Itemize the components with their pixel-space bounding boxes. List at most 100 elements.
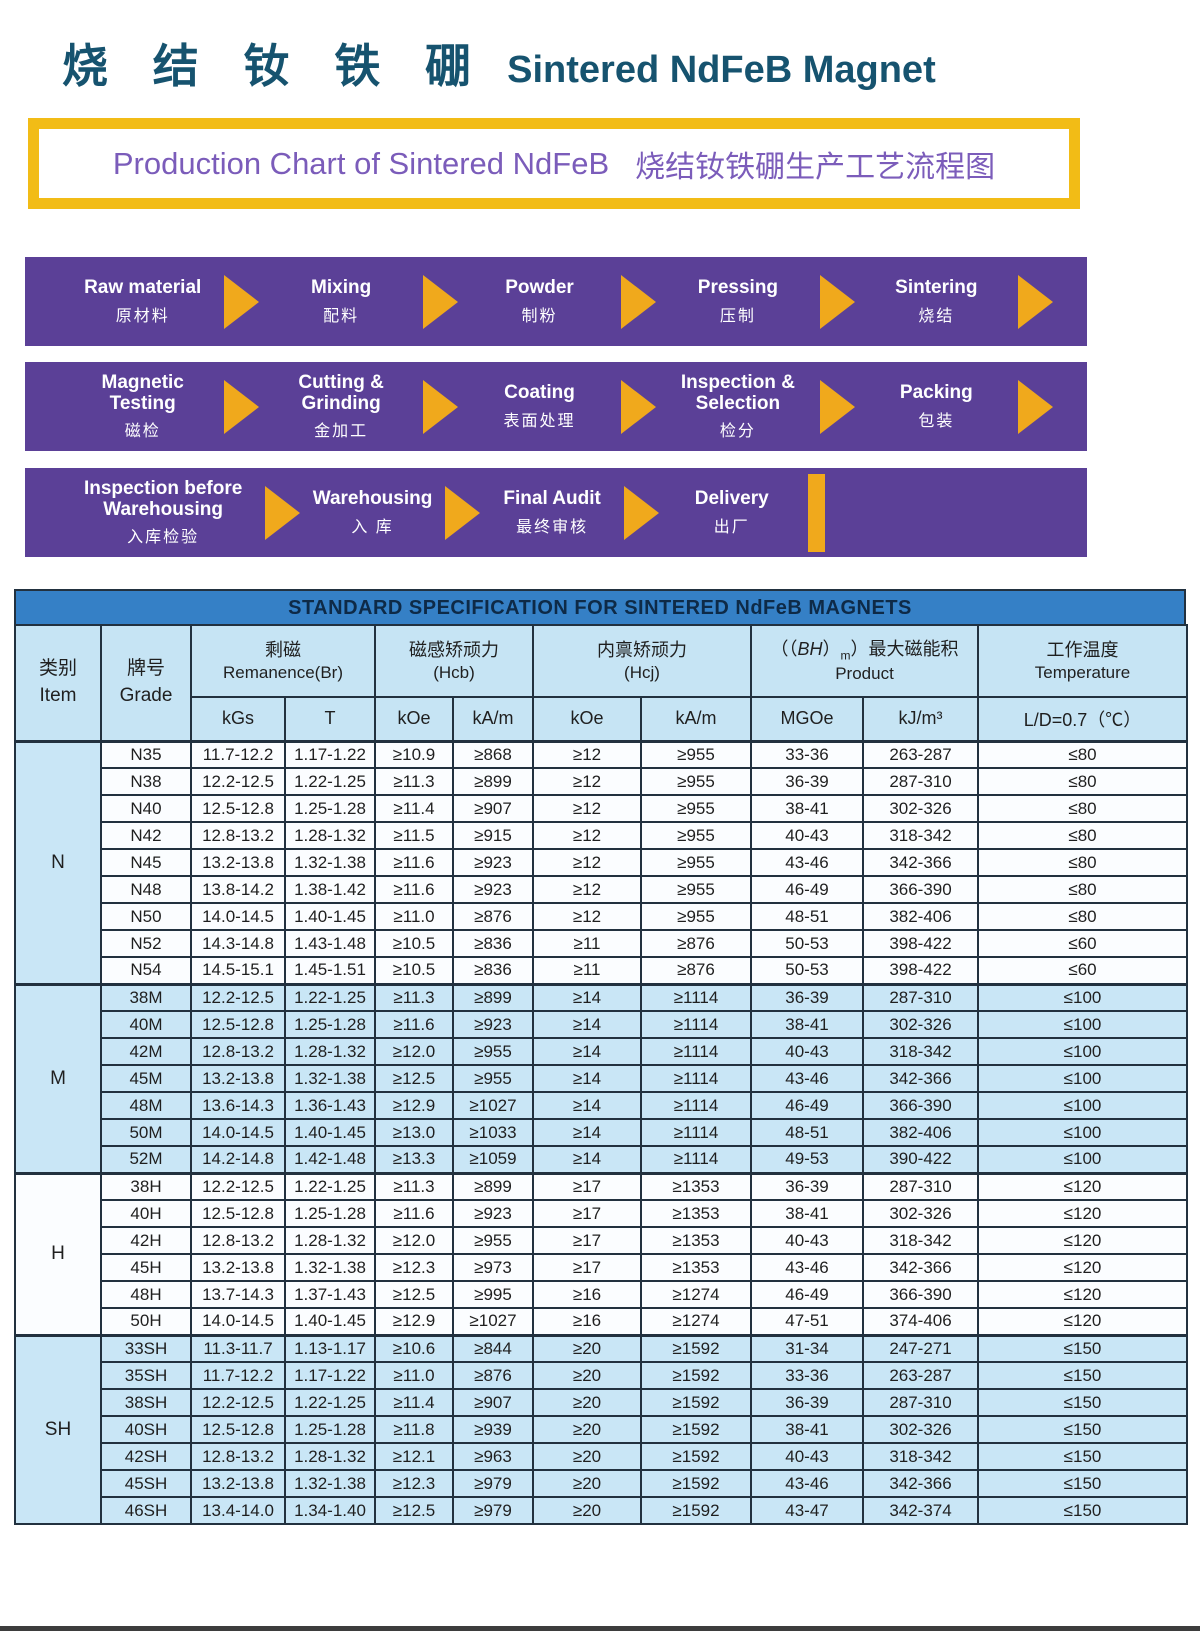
spec-cell: 398-422 [861, 929, 980, 958]
spec-cell: 11.3-11.7 [190, 1333, 286, 1363]
flow-step-name: Inspection & Selection [680, 371, 795, 414]
spec-cell: 342-366 [861, 1469, 980, 1498]
spec-cell: ≥10.5 [374, 929, 454, 958]
unit-header-hcb-kam: kA/m [452, 696, 534, 742]
flow-step-name: Warehousing [312, 488, 433, 510]
spec-cell: 14.3-14.8 [190, 929, 286, 958]
spec-cell: ≥12.0 [374, 1226, 454, 1255]
flow-arrow-icon [621, 379, 657, 434]
spec-cell: ≥979 [452, 1496, 534, 1525]
spec-cell: 1.36-1.43 [284, 1091, 376, 1120]
flow-step-name-chinese: 磁检 [124, 423, 161, 441]
spec-cell: 1.25-1.28 [284, 1010, 376, 1039]
spec-cell: ≥1114 [640, 1037, 752, 1066]
grade-cell: 45H [100, 1253, 192, 1282]
flow-arrow-icon [621, 274, 657, 329]
flow-step-name: Cutting & Grinding [298, 371, 384, 414]
spec-cell: ≥1274 [640, 1307, 752, 1336]
spec-cell: 13.4-14.0 [190, 1496, 286, 1525]
spec-cell: ≥12.5 [374, 1496, 454, 1525]
spec-cell: 40-43 [750, 1226, 864, 1255]
spec-cell: ≥955 [640, 739, 752, 769]
spec-cell: ≥876 [640, 956, 752, 985]
flow-step-name-chinese: 入 库 [351, 518, 394, 536]
spec-cell: 1.37-1.43 [284, 1280, 376, 1309]
spec-cell: 33-36 [750, 1361, 864, 1390]
spec-cell: ≤100 [977, 982, 1189, 1012]
spec-cell: ≥20 [532, 1388, 642, 1417]
spec-cell: ≥1114 [640, 982, 752, 1012]
spec-cell: ≥20 [532, 1415, 642, 1444]
table-row: 42H 12.8-13.2 1.28-1.32 ≥12.0 ≥955 ≥17 ≥1353 40… [15, 1226, 1189, 1255]
spec-cell: ≥12 [532, 902, 642, 931]
grade-cell: N54 [100, 956, 192, 985]
spec-cell: 40-43 [750, 1037, 864, 1066]
spec-cell: 14.0-14.5 [190, 1118, 286, 1147]
spec-cell: ≥955 [452, 1226, 534, 1255]
spec-cell: ≥1027 [452, 1307, 534, 1336]
flow-arrow-icon [224, 274, 260, 329]
spec-cell: 318-342 [861, 1226, 980, 1255]
spec-cell: ≥20 [532, 1469, 642, 1498]
grade-cell: N42 [100, 821, 192, 850]
flow-step-name-chinese: 金加工 [314, 423, 369, 441]
grade-cell: 40H [100, 1199, 192, 1228]
spec-cell: 342-366 [861, 1064, 980, 1093]
spec-cell: 302-326 [861, 1199, 980, 1228]
unit-header-hcj-koe: kOe [532, 696, 642, 742]
unit-header-kjm3: kJ/m³ [861, 696, 980, 742]
spec-cell: 1.25-1.28 [284, 1199, 376, 1228]
unit-header-hcb-koe: kOe [374, 696, 454, 742]
spec-cell: ≥955 [640, 848, 752, 877]
spec-cell: 1.43-1.48 [284, 929, 376, 958]
spec-cell: 382-406 [861, 902, 980, 931]
spec-cell: ≥10.5 [374, 956, 454, 985]
spec-cell: ≥11 [532, 929, 642, 958]
spec-cell: ≤150 [977, 1388, 1189, 1417]
flow-step: Magnetic Testing 磁检 [67, 372, 218, 442]
spec-cell: 1.13-1.17 [284, 1333, 376, 1363]
spec-cell: 43-46 [750, 1253, 864, 1282]
spec-cell: 1.40-1.45 [284, 1307, 376, 1336]
spec-cell: ≤80 [977, 739, 1189, 769]
spec-cell: ≥20 [532, 1361, 642, 1390]
flow-step-name: Mixing [311, 277, 372, 299]
spec-cell: ≥1353 [640, 1226, 752, 1255]
spec-cell: 43-46 [750, 1064, 864, 1093]
unit-header-mgoe: MGOe [750, 696, 864, 742]
spec-cell: ≥11 [532, 956, 642, 985]
spec-cell: 318-342 [861, 821, 980, 850]
table-row: 40M 12.5-12.8 1.25-1.28 ≥11.6 ≥923 ≥14 ≥1114 38… [15, 1010, 1189, 1039]
spec-cell: 13.2-13.8 [190, 848, 286, 877]
table-row: N40 12.5-12.8 1.25-1.28 ≥11.4 ≥907 ≥12 ≥955 38-… [15, 794, 1189, 823]
spec-cell: ≥939 [452, 1415, 534, 1444]
spec-cell: 12.5-12.8 [190, 794, 286, 823]
spec-cell: ≥1353 [640, 1199, 752, 1228]
spec-cell: 33-36 [750, 739, 864, 769]
spec-cell: 13.2-13.8 [190, 1469, 286, 1498]
page-title-chinese: 烧 结 钕 铁 硼 [62, 40, 488, 92]
spec-cell: 43-46 [750, 1469, 864, 1498]
spec-cell: ≥11.8 [374, 1415, 454, 1444]
flow-step-name-chinese: 出厂 [713, 518, 750, 536]
spec-cell: ≥11.6 [374, 1010, 454, 1039]
spec-cell: ≥1059 [452, 1145, 534, 1174]
spec-cell: 390-422 [861, 1145, 980, 1174]
spec-cell: ≥955 [640, 902, 752, 931]
spec-cell: 47-51 [750, 1307, 864, 1336]
table-row: 50H 14.0-14.5 1.40-1.45 ≥12.9 ≥1027 ≥16 ≥1274 4… [15, 1307, 1189, 1336]
spec-cell: ≥11.6 [374, 875, 454, 904]
flow-arrow-icon [422, 274, 458, 329]
flow-step: Cutting & Grinding 金加工 [265, 372, 416, 442]
table-row: 45M 13.2-13.8 1.32-1.38 ≥12.5 ≥955 ≥14 ≥1114 43… [15, 1064, 1189, 1093]
spec-cell: ≥923 [452, 1199, 534, 1228]
table-row: 40H 12.5-12.8 1.25-1.28 ≥11.6 ≥923 ≥17 ≥1353 38… [15, 1199, 1189, 1228]
spec-cell: 247-271 [861, 1333, 980, 1363]
spec-cell: ≥11.4 [374, 1388, 454, 1417]
flow-step-name-chinese: 原材料 [115, 307, 170, 325]
spec-cell: 287-310 [861, 767, 980, 796]
spec-cell: ≥12.1 [374, 1442, 454, 1471]
spec-cell: 1.22-1.25 [284, 1171, 376, 1201]
grade-cell: 50M [100, 1118, 192, 1147]
spec-cell: ≥1353 [640, 1171, 752, 1201]
